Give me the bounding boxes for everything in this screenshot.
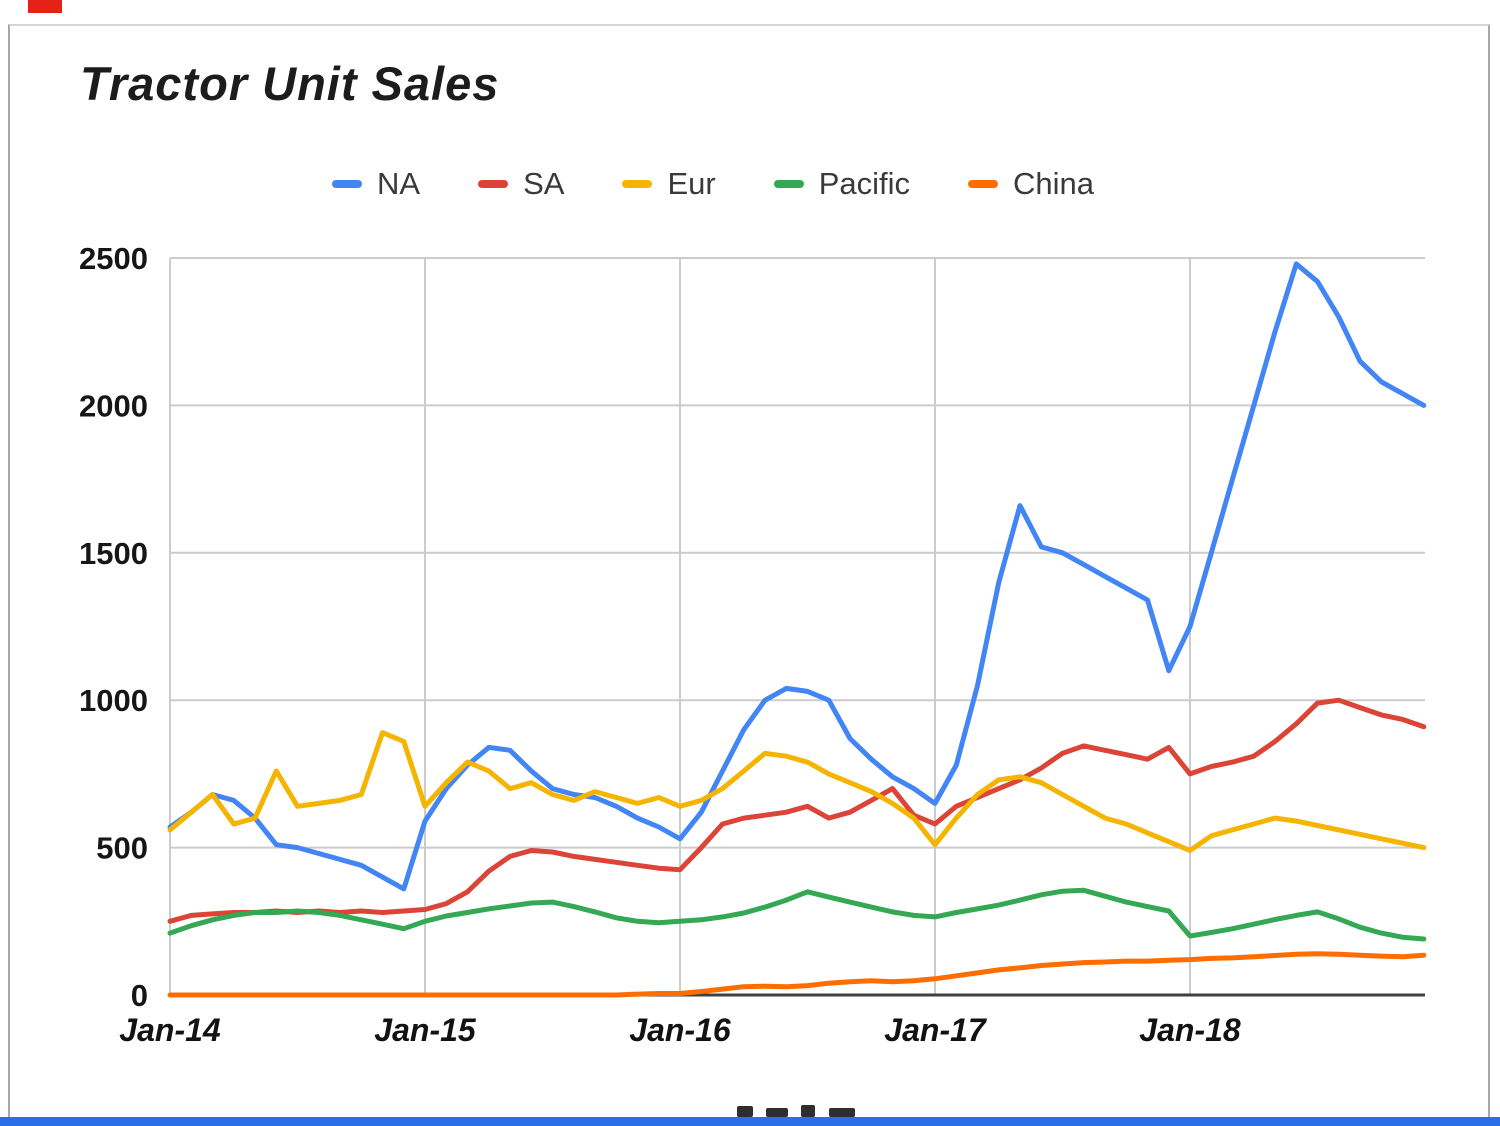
legend-item-pacific[interactable]: Pacific <box>773 166 910 202</box>
y-tick-label: 1000 <box>79 683 148 718</box>
y-tick-label: 1500 <box>79 536 148 571</box>
legend: NA SA Eur Pacific China <box>332 166 1152 202</box>
series-line-pacific[interactable] <box>167 887 1427 942</box>
legend-item-na[interactable]: NA <box>332 166 420 202</box>
series-line-na[interactable] <box>167 261 1427 892</box>
y-tick-label: 2000 <box>79 388 148 423</box>
y-tick-label: 2500 <box>79 241 148 276</box>
series-line-china[interactable] <box>167 951 1427 998</box>
legend-item-china[interactable]: China <box>968 166 1094 202</box>
legend-swatch-eur <box>622 180 653 188</box>
legend-swatch-china <box>968 180 998 188</box>
chart-title: Tractor Unit Sales <box>80 57 500 110</box>
legend-label: SA <box>523 166 565 201</box>
series-line-eur[interactable] <box>167 730 1427 853</box>
x-tick-label: Jan-15 <box>374 1012 477 1048</box>
legend-label: NA <box>377 166 421 201</box>
x-tick-label: Jan-14 <box>119 1012 221 1048</box>
red-marker <box>28 0 62 13</box>
x-tick-label: Jan-18 <box>1139 1012 1241 1048</box>
legend-swatch-pacific <box>773 180 804 188</box>
selection-border-bottom <box>0 1117 1500 1126</box>
y-tick-label: 0 <box>131 978 148 1013</box>
legend-label: China <box>1013 166 1094 201</box>
x-tick-label: Jan-16 <box>629 1012 731 1048</box>
clipped-text-fragment <box>766 1108 788 1117</box>
clipped-text-fragment <box>737 1106 753 1117</box>
clipped-text-fragment <box>829 1108 855 1117</box>
legend-item-eur[interactable]: Eur <box>622 166 716 202</box>
clipped-text-fragment <box>801 1105 815 1117</box>
x-tick-label: Jan-17 <box>884 1012 988 1048</box>
series-line-sa[interactable] <box>167 697 1427 924</box>
legend-item-sa[interactable]: SA <box>478 166 564 202</box>
legend-swatch-na <box>332 180 362 188</box>
legend-label: Pacific <box>818 166 910 201</box>
y-tick-label: 500 <box>96 831 148 866</box>
legend-swatch-sa <box>478 180 509 188</box>
legend-label: Eur <box>667 166 716 201</box>
